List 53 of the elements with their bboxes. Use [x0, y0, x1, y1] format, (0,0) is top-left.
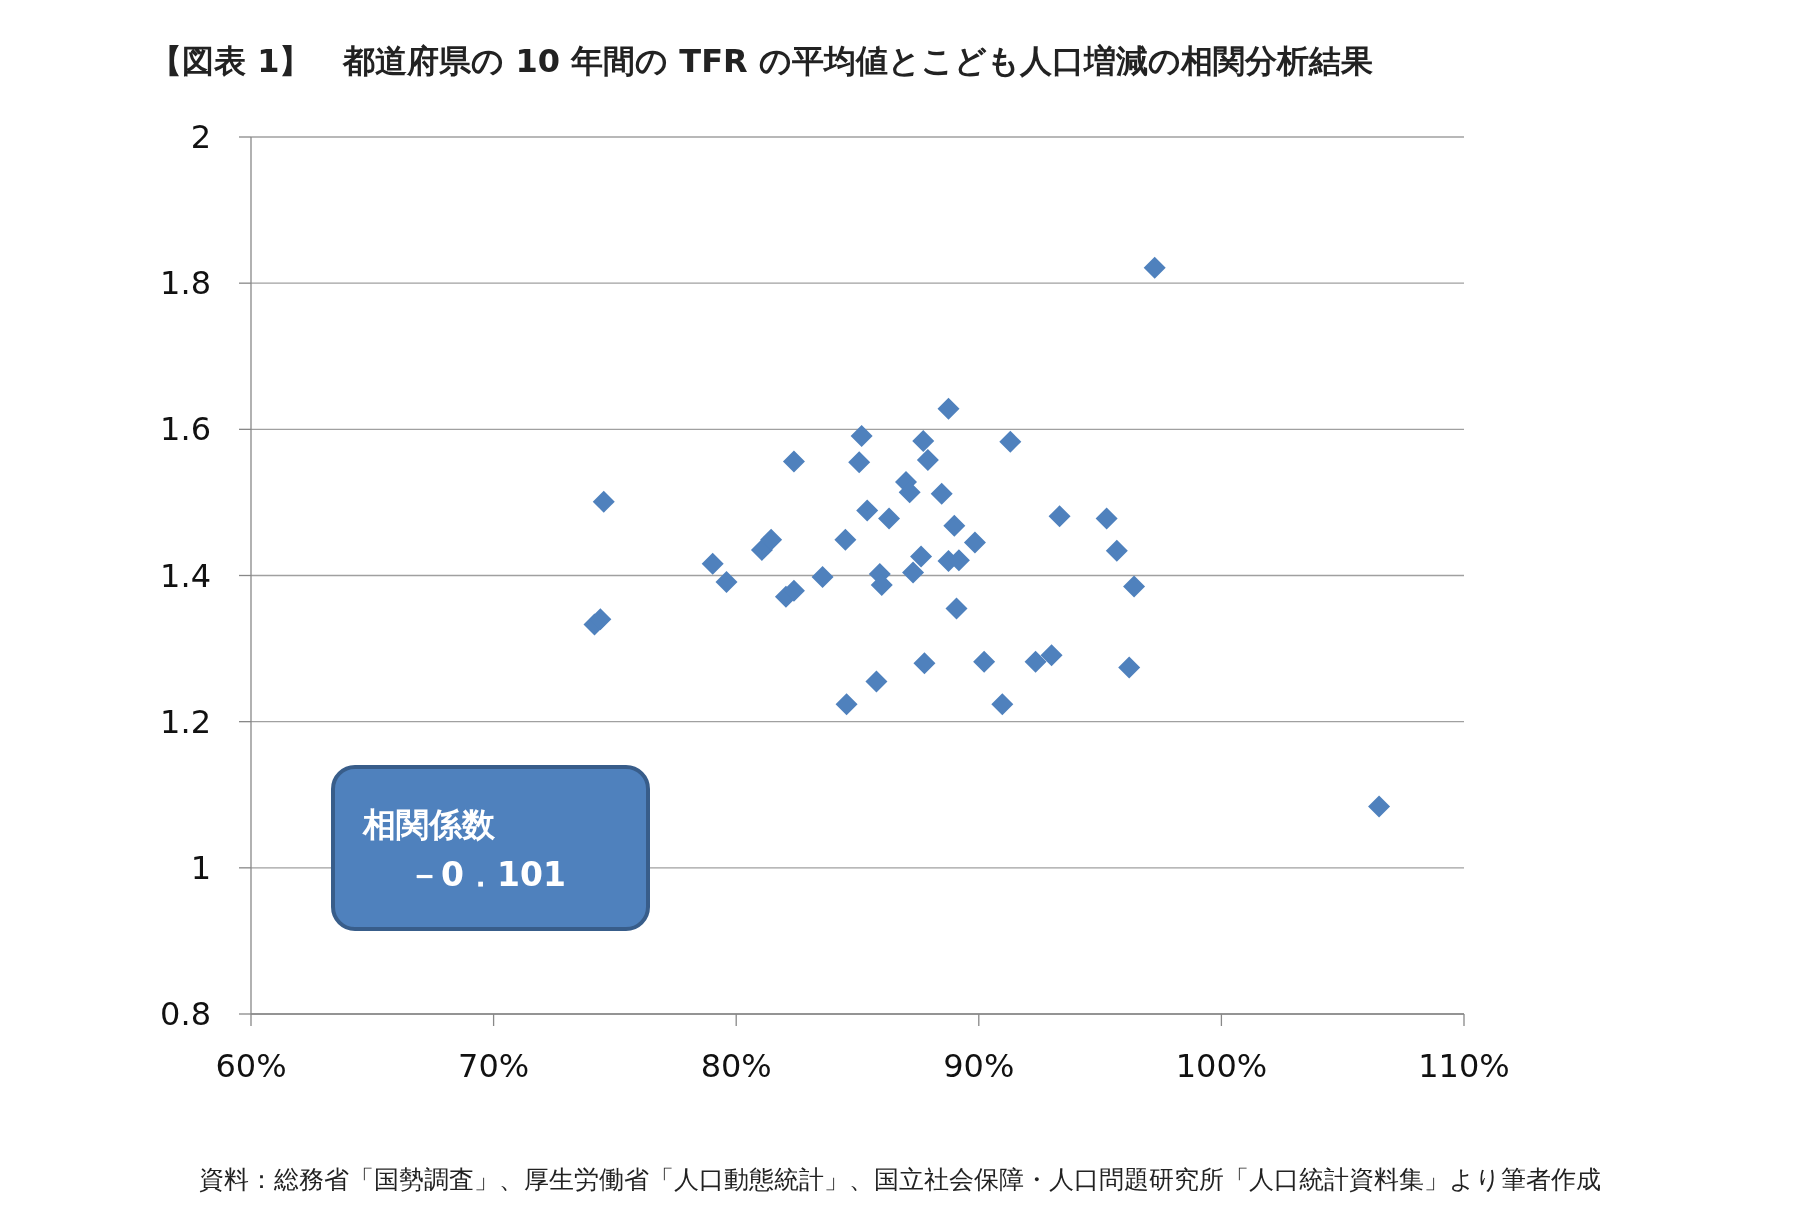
x-tick-label: 80% [700, 1047, 772, 1085]
point [811, 565, 834, 588]
point [913, 652, 936, 675]
point [589, 608, 612, 631]
point [963, 531, 986, 554]
point [1040, 644, 1063, 667]
point [910, 545, 933, 568]
point [1143, 256, 1166, 279]
point [848, 451, 871, 474]
annotation: －0．101 [408, 855, 566, 894]
annotation: 相関係数 [362, 805, 496, 844]
point [592, 490, 615, 513]
y-tick-label: 1.2 [160, 702, 211, 741]
y-tick-label: 1 [190, 848, 211, 887]
point [834, 528, 857, 551]
point [999, 430, 1022, 453]
point [856, 499, 879, 522]
point [760, 528, 783, 551]
point [701, 552, 724, 575]
point [1024, 650, 1047, 673]
point [1123, 575, 1146, 598]
x-tick-label: 100% [1175, 1047, 1268, 1085]
point [943, 514, 966, 537]
point [835, 693, 858, 716]
text: 資料：総務省「国勢調査」、厚生労働省「人口動態統計」、国立社会保障・人口問題研究所「人口統計資料集」より筆者作成 [199, 1165, 1601, 1194]
y-tick-label: 1.6 [160, 410, 211, 449]
x-tick-label: 110% [1418, 1047, 1510, 1085]
point [865, 670, 888, 693]
point [782, 450, 805, 473]
point [937, 397, 960, 420]
point [973, 650, 996, 673]
y-tick-label: 1.8 [160, 264, 211, 303]
point [1118, 656, 1141, 679]
point [991, 693, 1014, 716]
chart-title: 【図表 1】 都道府県の 10 年間の TFR の平均値とこども人口増減の相関分析結果 [150, 42, 1373, 80]
point [1105, 539, 1128, 562]
point [1095, 507, 1118, 530]
point [912, 430, 935, 453]
point [945, 597, 968, 620]
point [1048, 505, 1071, 528]
point [850, 424, 873, 447]
point [1368, 795, 1391, 818]
x-tick-label: 70% [458, 1047, 530, 1085]
x-tick-label: 90% [943, 1047, 1015, 1085]
y-tick-label: 2 [190, 118, 211, 156]
point [878, 507, 901, 530]
point [930, 482, 953, 505]
point [715, 571, 738, 594]
y-tick-label: 0.8 [160, 995, 211, 1033]
y-tick-label: 1.4 [160, 556, 211, 595]
point [916, 449, 939, 472]
point [902, 561, 925, 584]
x-tick-label: 60% [215, 1047, 287, 1085]
